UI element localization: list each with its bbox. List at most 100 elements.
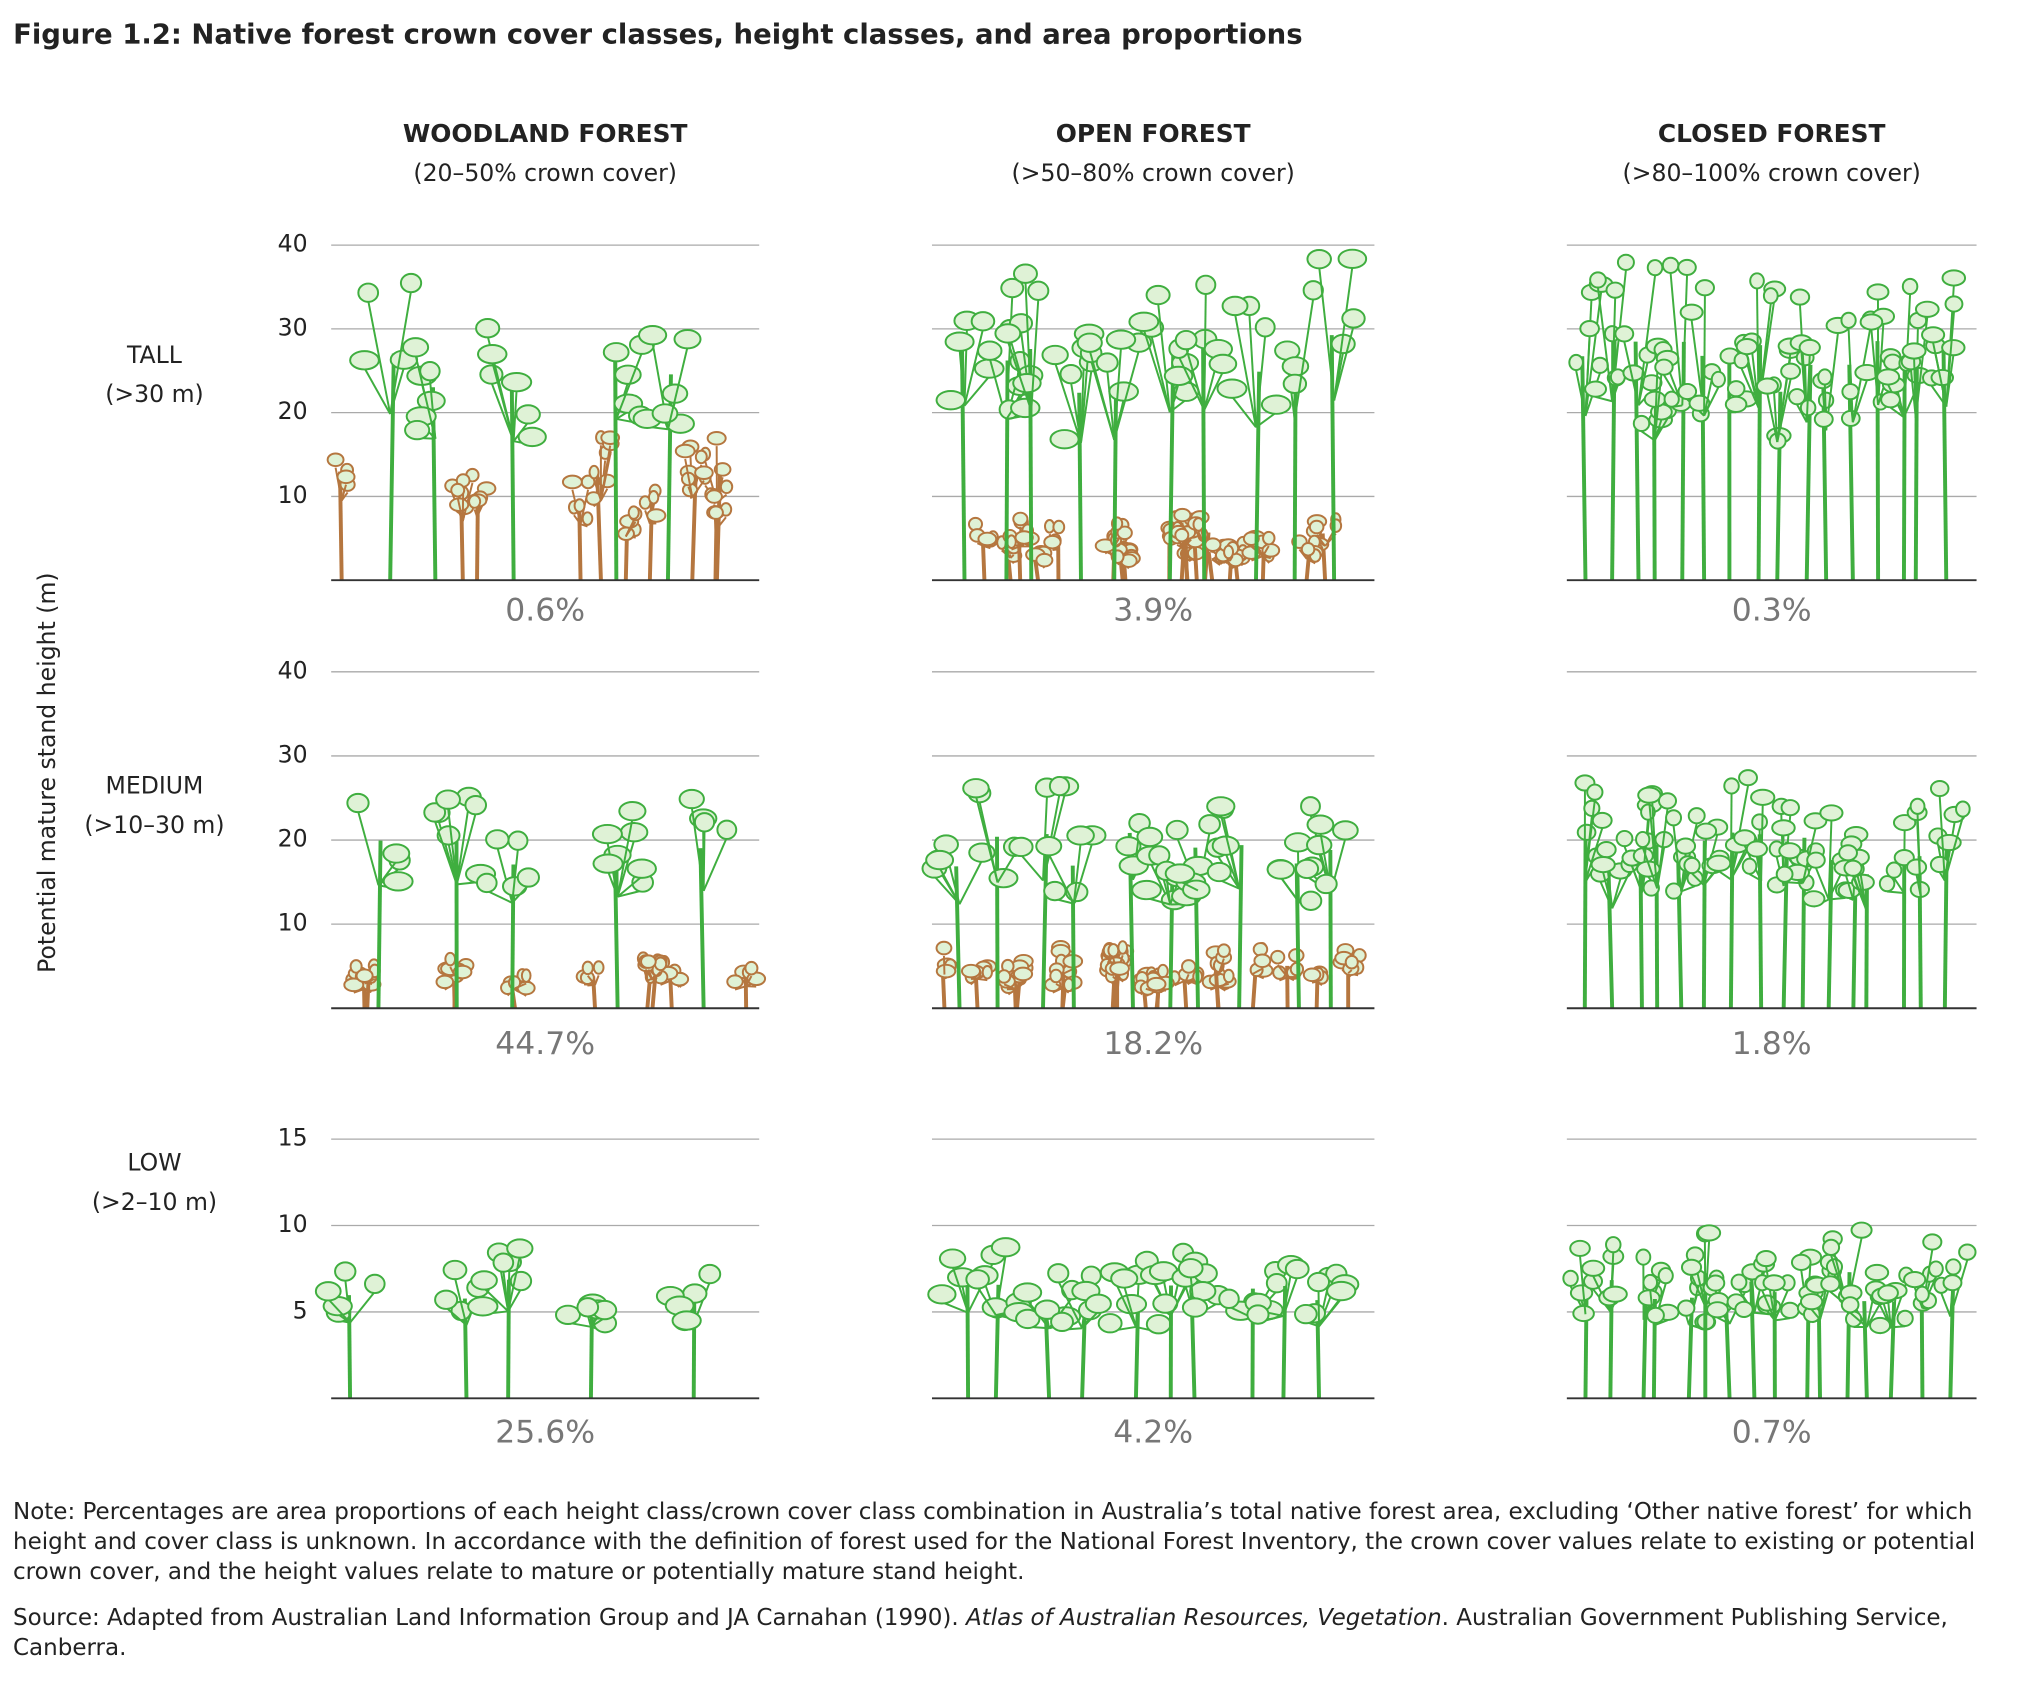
branch — [1262, 555, 1272, 560]
crown — [1706, 1301, 1729, 1319]
crown — [1724, 395, 1748, 413]
crown — [1840, 1296, 1860, 1314]
branch — [1020, 854, 1044, 882]
y-tick-label: 10 — [278, 481, 308, 509]
trees — [1562, 1221, 1977, 1399]
crown — [1208, 353, 1238, 375]
branch — [951, 1266, 970, 1314]
crown — [1581, 1259, 1606, 1277]
branch — [1893, 877, 1905, 894]
row-label: LOW — [127, 1149, 181, 1177]
crown — [314, 1281, 342, 1302]
area-percentage: 4.2% — [1113, 1415, 1193, 1451]
crown — [713, 462, 732, 477]
crown — [1222, 968, 1235, 984]
branch — [1057, 1280, 1083, 1329]
branch — [502, 1270, 510, 1312]
branch — [1887, 890, 1905, 894]
branch — [1019, 544, 1025, 548]
branch — [1584, 336, 1591, 416]
crown — [1579, 320, 1600, 338]
figure-title: Figure 1.2: Native forest crown cover cl… — [13, 19, 1303, 51]
branch — [1672, 825, 1683, 892]
crown — [1107, 943, 1120, 958]
crown — [1864, 1263, 1890, 1282]
branch — [1761, 1290, 1776, 1321]
crown — [1819, 804, 1844, 822]
crown — [1295, 858, 1320, 880]
branch — [615, 352, 643, 420]
crown — [1306, 834, 1333, 856]
crown — [516, 867, 540, 888]
branch — [1640, 430, 1656, 442]
crown — [618, 801, 647, 822]
crown — [1914, 1285, 1930, 1303]
branch — [1827, 820, 1833, 900]
branch — [1916, 814, 1922, 897]
branch — [511, 884, 530, 904]
branch — [1203, 371, 1224, 411]
trunk — [1948, 1286, 1955, 1399]
branch — [1297, 850, 1300, 903]
crown — [1726, 380, 1746, 398]
branch — [1123, 1286, 1137, 1328]
crown — [1590, 856, 1616, 874]
branch — [1865, 1303, 1881, 1328]
trunk — [1728, 832, 1735, 1009]
area-percentage: 25.6% — [495, 1415, 595, 1451]
crown — [1929, 779, 1950, 798]
crown — [1306, 814, 1335, 835]
crown — [1817, 368, 1833, 386]
crown — [726, 974, 744, 989]
branch — [1072, 843, 1082, 904]
crown — [588, 464, 600, 480]
crown — [1146, 976, 1167, 992]
branch — [1279, 976, 1288, 982]
y-tick-label: 10 — [278, 909, 308, 937]
branch — [1902, 371, 1908, 418]
crown — [1041, 344, 1069, 366]
crown — [962, 778, 990, 799]
branch — [580, 523, 588, 528]
crown — [1306, 249, 1332, 270]
crown — [1762, 287, 1779, 305]
branch — [1185, 347, 1206, 411]
crown — [1605, 1236, 1622, 1254]
crown — [1569, 1284, 1594, 1302]
crown — [1941, 269, 1967, 287]
branch — [963, 375, 991, 407]
branch — [1009, 554, 1015, 559]
crown — [627, 505, 640, 520]
branch — [1262, 545, 1270, 557]
crown — [336, 469, 356, 485]
branch — [702, 837, 728, 892]
crown — [716, 819, 738, 840]
source-title: Atlas of Australian Resources, Vegetatio… — [965, 1605, 1442, 1631]
crown — [1955, 800, 1971, 818]
crown — [935, 390, 967, 411]
y-axis-label: Potential mature stand height (m) — [33, 572, 61, 972]
branch — [507, 1288, 522, 1312]
branch — [1669, 273, 1684, 406]
branch — [1005, 295, 1014, 420]
branch — [1750, 348, 1760, 408]
crown — [1115, 836, 1142, 857]
branch — [1740, 367, 1760, 409]
branch — [1305, 556, 1309, 560]
branch — [1583, 827, 1604, 884]
crown — [1880, 391, 1901, 409]
row-label: TALL — [126, 341, 182, 369]
crown — [1282, 373, 1308, 394]
crown — [1012, 1282, 1043, 1303]
branch — [1938, 796, 1946, 881]
crown — [1677, 1299, 1696, 1317]
crown — [693, 812, 716, 833]
crown — [1901, 277, 1919, 296]
crown — [1802, 890, 1826, 908]
crown — [1928, 1260, 1944, 1278]
branch — [455, 804, 470, 885]
crown — [1261, 543, 1281, 558]
crown — [1270, 949, 1286, 965]
crown — [1294, 1303, 1318, 1325]
crown — [1216, 943, 1231, 958]
